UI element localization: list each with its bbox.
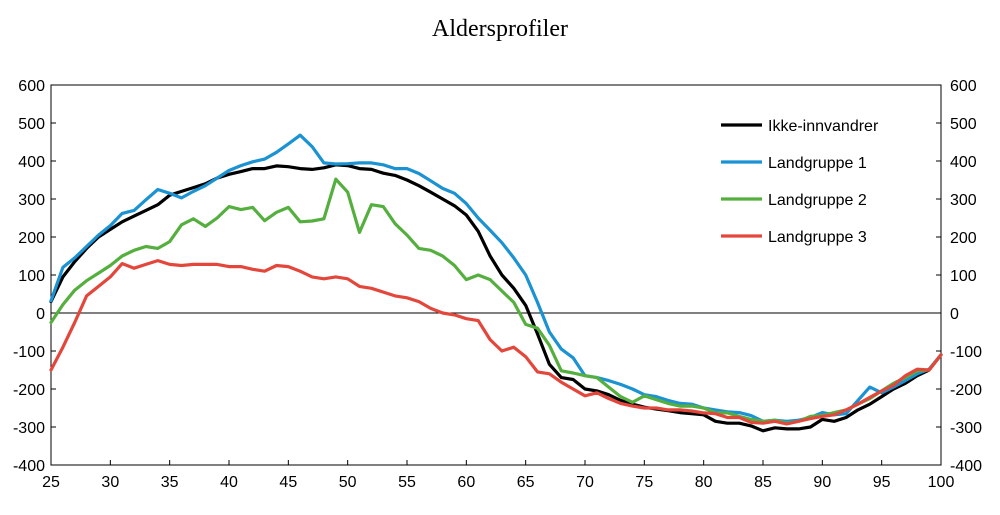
y-tick-label-left: -200 [13, 382, 45, 399]
y-tick-label-left: 300 [18, 192, 45, 209]
y-tick-label-right: -100 [950, 344, 982, 361]
y-tick-label-right: 600 [950, 78, 977, 95]
x-tick-label: 30 [101, 474, 119, 491]
y-tick-label-left: 200 [18, 230, 45, 247]
x-tick-label: 80 [695, 474, 713, 491]
y-tick-label-left: 100 [18, 268, 45, 285]
series-line-1 [49, 163, 943, 433]
x-tick-label: 75 [635, 474, 653, 491]
y-tick-label-right: 0 [950, 306, 959, 323]
series-line-3 [49, 177, 943, 425]
y-tick-label-left: -300 [13, 420, 45, 437]
y-tick-label-right: -300 [950, 420, 982, 437]
y-tick-label-right: 300 [950, 192, 977, 209]
legend-label: Landgruppe 2 [768, 192, 867, 209]
y-tick-label-left: -400 [13, 458, 45, 475]
legend-label: Landgruppe 1 [768, 155, 867, 172]
y-tick-label-left: -100 [13, 344, 45, 361]
series-lines [49, 133, 943, 433]
plot-frame [50, 84, 942, 466]
legend-label: Ikke-innvandrer [768, 118, 879, 135]
legend-label: Landgruppe 3 [768, 229, 867, 246]
y-tick-label-right: -400 [950, 458, 982, 475]
y-tick-label-right: 200 [950, 230, 977, 247]
y-tick-label-right: -200 [950, 382, 982, 399]
y-tick-label-right: 500 [950, 116, 977, 133]
x-tick-label: 65 [517, 474, 535, 491]
y-tick-label-left: 600 [18, 78, 45, 95]
x-tick-label: 50 [339, 474, 357, 491]
y-tick-label-left: 0 [36, 306, 45, 323]
y-tick-label-right: 400 [950, 154, 977, 171]
axes [50, 84, 942, 466]
chart-title: Aldersprofiler [432, 16, 568, 42]
x-tick-label: 45 [279, 474, 297, 491]
x-tick-label: 25 [42, 474, 60, 491]
series-line-2 [49, 133, 943, 423]
y-tick-label-left: 500 [18, 116, 45, 133]
x-tick-label: 100 [928, 474, 955, 491]
x-tick-label: 55 [398, 474, 416, 491]
series-line-4 [49, 259, 943, 426]
tick-labels: 600 600 500 500 400 400 300 300 200 200 100 100 0 0 -1… [13, 78, 982, 491]
x-tick-label: 60 [457, 474, 475, 491]
x-tick-label: 40 [220, 474, 238, 491]
y-tick-label-right: 100 [950, 268, 977, 285]
legend: Ikke-innvandrer Landgruppe 1 Landgruppe 2 L… [721, 118, 879, 246]
x-tick-label: 70 [576, 474, 594, 491]
x-tick-label: 90 [813, 474, 831, 491]
x-tick-label: 35 [161, 474, 179, 491]
x-tick-label: 85 [754, 474, 772, 491]
x-tick-label: 95 [873, 474, 891, 491]
y-tick-label-left: 400 [18, 154, 45, 171]
